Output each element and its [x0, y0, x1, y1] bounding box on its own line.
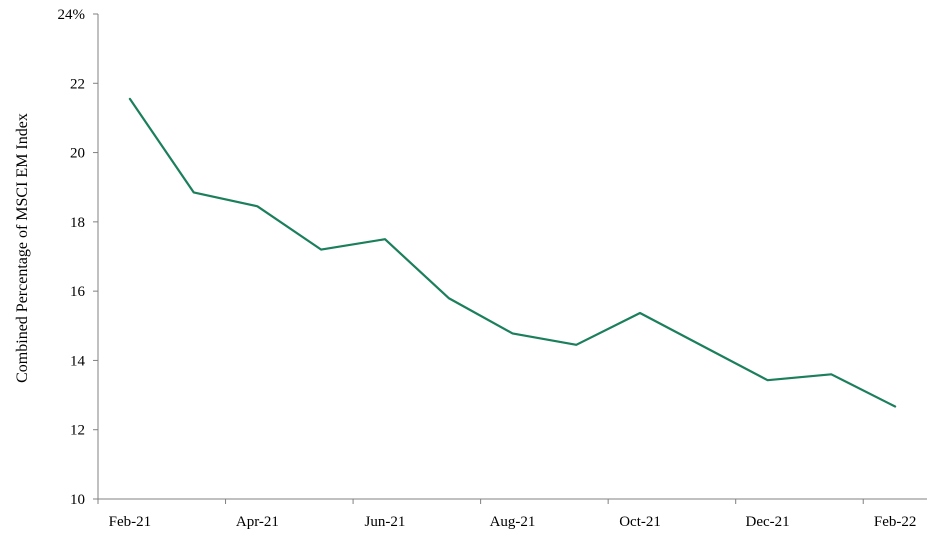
y-tick-label: 20 — [70, 146, 85, 162]
y-tick-label: 16 — [70, 284, 86, 300]
x-tick-label: Oct-21 — [619, 514, 661, 530]
x-tick-label: Jun-21 — [365, 514, 406, 530]
y-axis: 10 12 14 16 18 20 22 24% — [58, 7, 99, 508]
x-tick-label: Aug-21 — [490, 514, 536, 530]
y-tick-label: 14 — [70, 353, 86, 369]
x-tick-label: Feb-22 — [874, 514, 917, 530]
y-tick-label: 18 — [70, 215, 85, 231]
x-tick-label: Apr-21 — [236, 514, 279, 530]
y-tick-label: 12 — [70, 423, 85, 439]
y-tick-label: 22 — [70, 76, 85, 92]
y-axis-title: Combined Percentage of MSCI EM Index — [14, 113, 31, 383]
x-tick-label: Dec-21 — [745, 514, 789, 530]
y-tick-label: 10 — [70, 492, 85, 508]
series-layer — [128, 97, 897, 408]
x-axis: Feb-21 Apr-21 Jun-21 Aug-21 Oct-21 Dec-21 Feb-… — [97, 498, 927, 530]
series-line — [128, 97, 897, 408]
x-tick-label: Feb-21 — [109, 514, 152, 530]
y-tick-label: 24% — [58, 7, 86, 23]
